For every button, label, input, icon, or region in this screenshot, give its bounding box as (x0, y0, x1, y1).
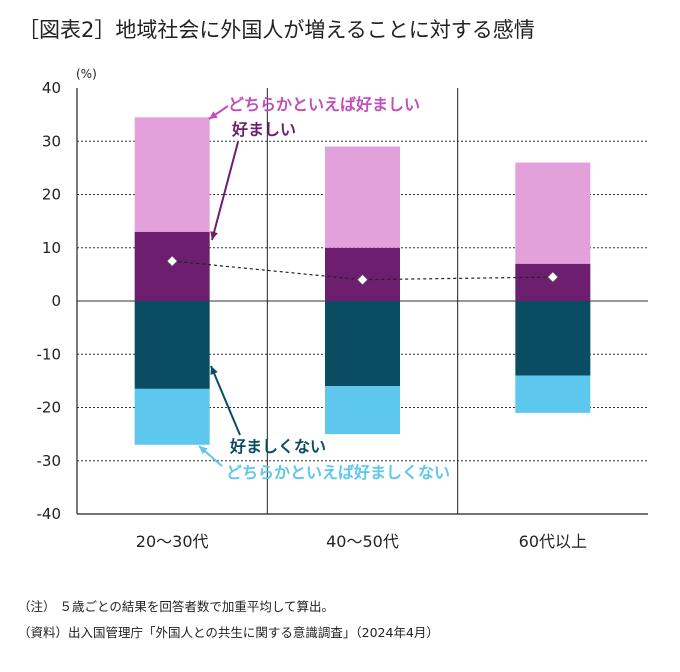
bar-segment (134, 117, 210, 232)
bar-segment (134, 301, 210, 389)
y-tick-label: -10 (37, 345, 62, 363)
y-tick-label: -20 (37, 399, 62, 417)
y-tick-label: -30 (37, 452, 62, 470)
annotation-label: どちらかといえば好ましくない (226, 463, 450, 482)
y-tick-label: 10 (42, 239, 61, 257)
y-tick-label: 30 (42, 132, 61, 150)
annotation-label: どちらかといえば好ましい (228, 95, 420, 114)
y-tick-label: 0 (51, 292, 61, 310)
x-category-label: 20～30代 (136, 532, 209, 551)
net-marker (357, 274, 368, 286)
bar-segment (134, 388, 210, 445)
bar-segment (515, 301, 591, 376)
net-marker (166, 255, 178, 267)
annotation-label: 好ましくない (229, 437, 326, 456)
x-category-label: 60代以上 (519, 532, 587, 551)
y-tick-label: 20 (42, 186, 61, 204)
bar-segment (515, 162, 591, 264)
bar-segment (325, 386, 400, 435)
chart-title: ［図表2］地域社会に外国人が増えることに対する感情 (18, 18, 535, 42)
arrow-head (210, 231, 218, 240)
unit-label: (%) (76, 67, 97, 81)
arrow-head (210, 366, 218, 375)
net-marker (547, 271, 559, 283)
axis-layer: 40 30 20 10 0 -10 -20 -30 -40 20～30代 40～50代 60代以上 (37, 79, 648, 551)
annotation-label: 好ましい (231, 120, 296, 139)
net-line (172, 260, 553, 281)
bar-segment (325, 301, 400, 387)
footnote-source: （資料）出入国管理庁「外国人との共生に関する意識調査」（2024年4月） (18, 625, 439, 640)
x-category-label: 40～50代 (326, 532, 399, 551)
annotation-arrow (211, 141, 239, 241)
y-tick-label: 40 (42, 79, 61, 97)
arrow-head (199, 446, 208, 455)
annotation-arrow (210, 365, 241, 436)
bars-layer (134, 117, 591, 445)
net-line-layer (166, 255, 559, 286)
footnote-note: （注） ５歳ごとの結果を回答者数で加重平均して算出。 (18, 599, 334, 614)
bar-segment (325, 146, 400, 248)
y-tick-label: -40 (37, 505, 62, 523)
bar-segment (515, 375, 591, 413)
arrow-head (209, 111, 218, 119)
